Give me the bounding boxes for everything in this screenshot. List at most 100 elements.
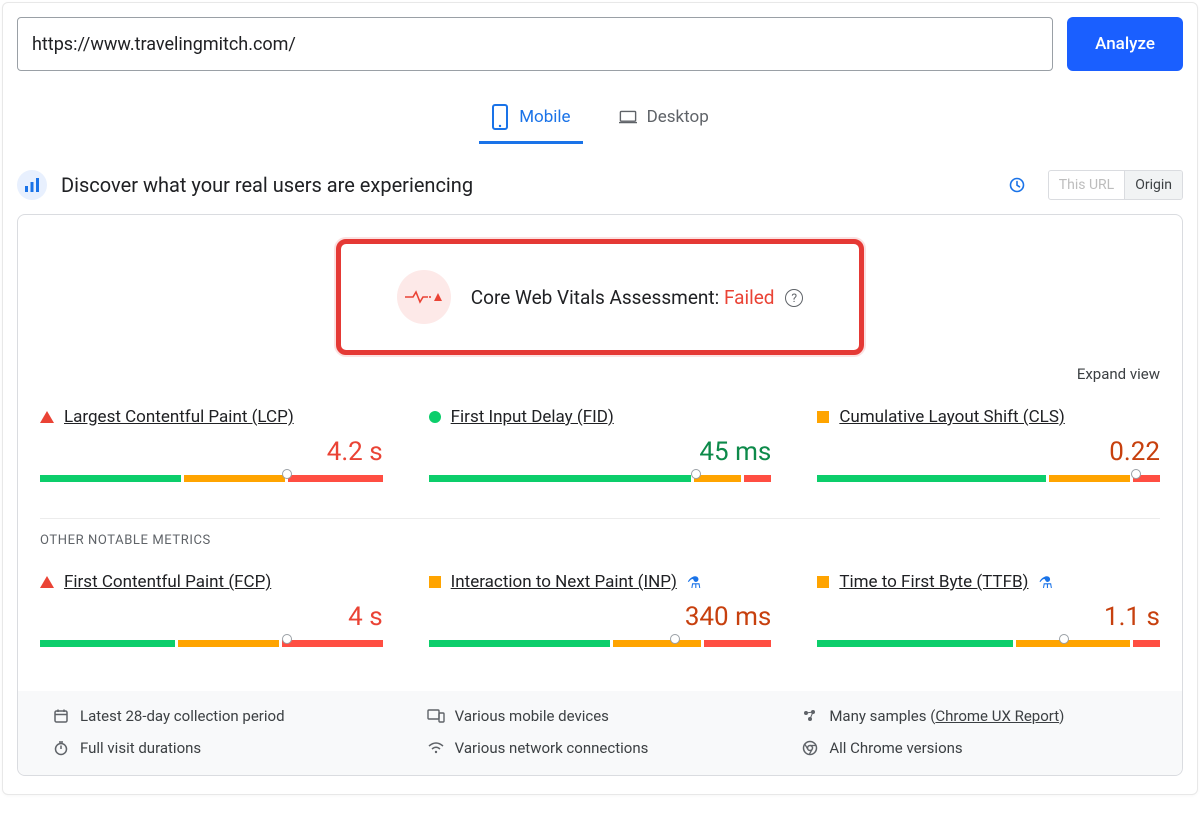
mobile-icon [491, 108, 509, 126]
meta-versions: All Chrome versions [801, 739, 1148, 757]
calendar-icon [52, 707, 70, 725]
metric-fid-bar [429, 475, 772, 482]
assessment-status: Failed [724, 286, 775, 309]
metric-lcp: Largest Contentful Paint (LCP) 4.2 s [40, 407, 383, 482]
bar-poor [282, 640, 383, 647]
metric-cls-value: 0.22 [817, 437, 1160, 467]
meta-durations-text: Full visit durations [80, 739, 201, 757]
toggle-origin[interactable]: Origin [1124, 171, 1182, 199]
assessment-label: Core Web Vitals Assessment: [471, 286, 724, 309]
section-header: Discover what your real users are experi… [17, 170, 1183, 200]
meta-versions-text: All Chrome versions [829, 739, 962, 757]
crux-badge-icon [17, 170, 47, 200]
timestamp-icon[interactable] [1008, 176, 1026, 194]
tab-mobile[interactable]: Mobile [479, 99, 582, 144]
collection-footer: Latest 28-day collection period Various … [18, 691, 1182, 775]
ni-square-icon [429, 576, 441, 588]
bar-marker [1059, 634, 1069, 644]
toggle-this-url[interactable]: This URL [1049, 171, 1124, 199]
metric-inp: Interaction to Next Paint (INP) ⚗ 340 ms [429, 572, 772, 647]
url-input[interactable] [17, 17, 1053, 71]
metric-fcp-value: 4 s [40, 602, 383, 632]
bar-ni [184, 475, 285, 482]
metric-fcp-bar [40, 640, 383, 647]
help-icon[interactable]: ? [785, 289, 803, 307]
ni-square-icon [817, 411, 829, 423]
assessment-text: Core Web Vitals Assessment: Failed ? [471, 286, 803, 309]
wifi-icon [427, 739, 445, 757]
desktop-icon [619, 108, 637, 126]
meta-network: Various network connections [427, 739, 774, 757]
bar-poor [1133, 640, 1160, 647]
poor-triangle-icon [40, 411, 54, 423]
bar-good [40, 475, 181, 482]
metric-inp-bar [429, 640, 772, 647]
bar-good [40, 640, 175, 647]
devices-icon [427, 707, 445, 725]
section-title: Discover what your real users are experi… [61, 173, 994, 197]
expand-view-link[interactable]: Expand view [1077, 365, 1160, 383]
poor-triangle-icon [40, 576, 54, 588]
divider [40, 518, 1160, 519]
flask-icon: ⚗ [1038, 573, 1052, 592]
analyze-button[interactable]: Analyze [1067, 17, 1183, 71]
bar-marker [691, 469, 701, 479]
metric-inp-title[interactable]: Interaction to Next Paint (INP) [451, 572, 677, 592]
stopwatch-icon [52, 739, 70, 757]
bar-poor [288, 475, 382, 482]
bar-good [817, 640, 1012, 647]
metric-cls: Cumulative Layout Shift (CLS) 0.22 [817, 407, 1160, 482]
bar-ni [1049, 475, 1130, 482]
metric-lcp-bar [40, 475, 383, 482]
metric-cls-bar [817, 475, 1160, 482]
meta-period-text: Latest 28-day collection period [80, 707, 285, 725]
bar-ni [613, 640, 701, 647]
samples-icon [801, 707, 819, 725]
ni-square-icon [817, 576, 829, 588]
bar-poor [704, 640, 771, 647]
meta-network-text: Various network connections [455, 739, 649, 757]
scope-toggle: This URL Origin [1048, 170, 1183, 200]
metric-fcp-title[interactable]: First Contentful Paint (FCP) [64, 572, 271, 592]
other-metrics-grid: First Contentful Paint (FCP) 4 s Interac… [40, 572, 1160, 665]
meta-period: Latest 28-day collection period [52, 707, 399, 725]
metric-cls-title[interactable]: Cumulative Layout Shift (CLS) [839, 407, 1065, 427]
bar-poor [744, 475, 771, 482]
flask-icon: ⚗ [687, 573, 701, 592]
bar-marker [282, 469, 292, 479]
meta-samples-text: Many samples (Chrome UX Report) [829, 707, 1064, 725]
metric-fcp: First Contentful Paint (FCP) 4 s [40, 572, 383, 647]
metric-inp-value: 340 ms [429, 602, 772, 632]
bar-ni [1016, 640, 1130, 647]
metric-lcp-title[interactable]: Largest Contentful Paint (LCP) [64, 407, 294, 427]
crux-report-link[interactable]: Chrome UX Report [935, 707, 1059, 725]
metric-ttfb-value: 1.1 s [817, 602, 1160, 632]
bar-ni [694, 475, 741, 482]
bar-ni [178, 640, 279, 647]
bar-marker [282, 634, 292, 644]
search-row: Analyze [17, 17, 1183, 71]
metric-lcp-value: 4.2 s [40, 437, 383, 467]
pulse-icon [397, 270, 451, 324]
meta-devices-text: Various mobile devices [455, 707, 609, 725]
metric-fid-title[interactable]: First Input Delay (FID) [451, 407, 614, 427]
core-metrics-grid: Largest Contentful Paint (LCP) 4.2 s Fir… [40, 407, 1160, 500]
bar-good [817, 475, 1046, 482]
device-tabs: Mobile Desktop [17, 99, 1183, 144]
good-circle-icon [429, 411, 441, 423]
tab-desktop[interactable]: Desktop [607, 99, 721, 144]
bar-good [429, 475, 692, 482]
meta-devices: Various mobile devices [427, 707, 774, 725]
metric-ttfb-bar [817, 640, 1160, 647]
bar-marker [670, 634, 680, 644]
field-data-card: Core Web Vitals Assessment: Failed ? Exp… [17, 214, 1183, 776]
metric-ttfb: Time to First Byte (TTFB) ⚗ 1.1 s [817, 572, 1160, 647]
bar-good [429, 640, 611, 647]
page-frame: Analyze Mobile Desktop Discover what you… [2, 2, 1198, 795]
metric-fid: First Input Delay (FID) 45 ms [429, 407, 772, 482]
chrome-icon [801, 739, 819, 757]
other-metrics-heading: OTHER NOTABLE METRICS [40, 533, 1160, 548]
metric-ttfb-title[interactable]: Time to First Byte (TTFB) [839, 572, 1028, 592]
metric-fid-value: 45 ms [429, 437, 772, 467]
tab-desktop-label: Desktop [647, 107, 709, 127]
